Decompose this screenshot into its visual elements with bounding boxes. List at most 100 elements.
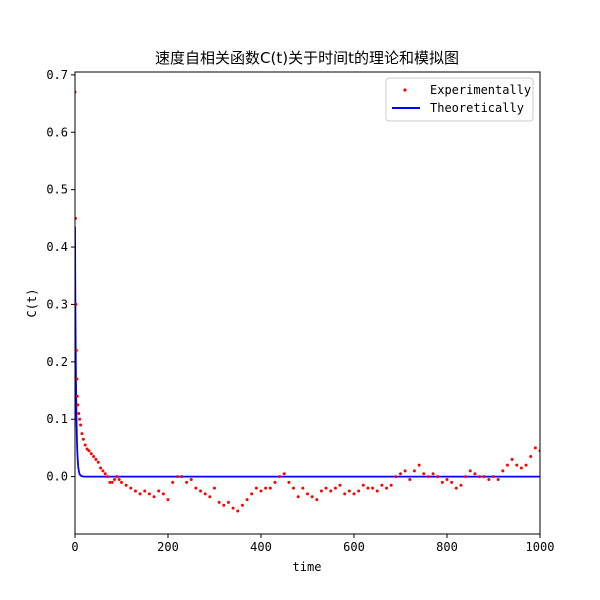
experimental-point bbox=[366, 486, 370, 490]
experimental-point bbox=[529, 455, 533, 459]
experimental-point bbox=[124, 483, 128, 487]
experimental-point bbox=[208, 495, 212, 499]
experimental-point bbox=[324, 486, 328, 490]
experimental-point bbox=[89, 452, 93, 456]
experimental-point bbox=[487, 477, 491, 481]
experimental-point bbox=[143, 489, 147, 493]
experimental-point bbox=[505, 463, 509, 467]
experimental-point bbox=[459, 483, 463, 487]
experimental-point bbox=[278, 475, 282, 479]
experimental-point bbox=[259, 489, 263, 493]
experimental-point bbox=[185, 480, 189, 484]
x-tick-label: 400 bbox=[250, 540, 272, 554]
experimental-point bbox=[473, 472, 477, 476]
experimental-point bbox=[264, 486, 268, 490]
experimental-point bbox=[94, 457, 98, 461]
experimental-point bbox=[222, 503, 226, 507]
experimental-point bbox=[445, 477, 449, 481]
experimental-point bbox=[417, 463, 421, 467]
series-theoretically-line bbox=[75, 226, 540, 478]
experimental-point bbox=[380, 483, 384, 487]
experimental-point bbox=[129, 486, 133, 490]
x-tick-label: 800 bbox=[436, 540, 458, 554]
legend: Experimentally Theoretically bbox=[385, 77, 534, 122]
experimental-point bbox=[515, 463, 519, 467]
experimental-point bbox=[175, 475, 179, 479]
experimental-point bbox=[108, 480, 112, 484]
experimental-point bbox=[79, 423, 83, 427]
y-tick-label: 0.7 bbox=[46, 68, 68, 82]
experimental-point bbox=[189, 477, 193, 481]
experimental-point bbox=[371, 486, 375, 490]
experimental-point bbox=[319, 489, 323, 493]
experimental-point bbox=[231, 506, 235, 510]
experimental-point bbox=[478, 475, 482, 479]
experimental-point bbox=[81, 437, 85, 441]
experimental-point bbox=[273, 480, 277, 484]
experimental-point bbox=[92, 455, 96, 459]
experimental-point bbox=[96, 460, 100, 464]
experimental-point bbox=[101, 469, 105, 473]
experimental-point bbox=[80, 432, 84, 436]
experimental-point bbox=[519, 466, 523, 470]
experimental-point bbox=[166, 498, 170, 502]
experimental-point bbox=[103, 472, 107, 476]
experimental-point bbox=[333, 486, 337, 490]
experimental-point bbox=[394, 475, 398, 479]
y-tick-label: 0.5 bbox=[46, 183, 68, 197]
plot-frame bbox=[74, 71, 541, 535]
experimental-point bbox=[226, 500, 230, 504]
experimental-point bbox=[347, 489, 351, 493]
experimental-point bbox=[450, 480, 454, 484]
chart-title: 速度自相关函数C(t)关于时间t的理论和模拟图 bbox=[155, 49, 459, 67]
experimental-point bbox=[375, 489, 379, 493]
experimental-point bbox=[171, 480, 175, 484]
experimental-point bbox=[75, 377, 79, 381]
experimental-point bbox=[454, 486, 458, 490]
experimental-point bbox=[343, 492, 347, 496]
experimental-point bbox=[431, 472, 435, 476]
experimental-point bbox=[110, 480, 114, 484]
experimental-point bbox=[115, 475, 119, 479]
experimental-point bbox=[306, 492, 309, 496]
experimental-point bbox=[533, 446, 537, 450]
experimental-point bbox=[403, 469, 407, 473]
experimental-point bbox=[268, 486, 272, 490]
experimental-point bbox=[496, 477, 500, 481]
experimental-point bbox=[217, 500, 221, 504]
experimental-point bbox=[329, 489, 333, 493]
experimental-point bbox=[138, 492, 142, 496]
experimental-point bbox=[75, 394, 79, 398]
experimental-point bbox=[468, 469, 472, 473]
experimental-point bbox=[482, 475, 486, 479]
experimental-point bbox=[240, 503, 244, 507]
experimental-point bbox=[250, 492, 254, 496]
experimental-point bbox=[399, 472, 402, 476]
experimental-point bbox=[436, 475, 440, 479]
experimental-point bbox=[117, 477, 121, 481]
experimental-point bbox=[75, 348, 78, 352]
y-tick-label: 0.4 bbox=[46, 240, 68, 254]
experimental-point bbox=[361, 483, 365, 487]
experimental-point bbox=[338, 483, 342, 487]
legend-label-theoretically: Theoretically bbox=[430, 101, 524, 115]
experimental-point bbox=[422, 472, 426, 476]
experimental-point bbox=[408, 477, 412, 481]
experimental-point bbox=[440, 480, 444, 484]
legend-box bbox=[385, 77, 534, 122]
experimental-point bbox=[357, 489, 361, 493]
experimental-point bbox=[77, 411, 81, 415]
experimental-point bbox=[203, 492, 207, 496]
experimental-point bbox=[87, 449, 91, 453]
experimental-point bbox=[106, 475, 110, 479]
experimental-point bbox=[501, 469, 505, 473]
experimental-point bbox=[292, 486, 296, 490]
experimental-point bbox=[310, 495, 314, 499]
x-tick-label: 1000 bbox=[526, 540, 555, 554]
experimental-point bbox=[199, 489, 203, 493]
experimental-point bbox=[161, 492, 165, 496]
experimental-point bbox=[147, 492, 151, 496]
x-tick-label: 0 bbox=[71, 540, 78, 554]
y-tick-label: 0.1 bbox=[46, 412, 68, 426]
